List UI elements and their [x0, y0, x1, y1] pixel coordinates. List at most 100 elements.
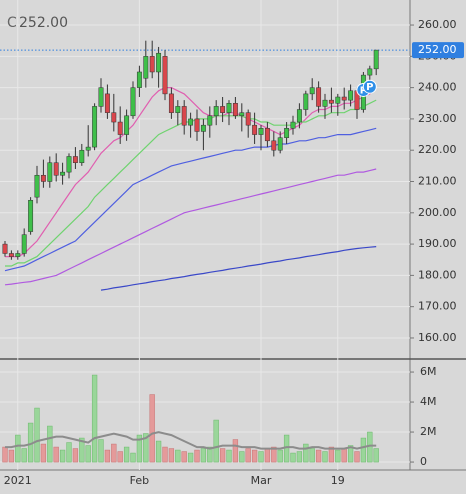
volume-bar — [2, 446, 8, 463]
candle-body — [124, 115, 130, 135]
candle-body — [72, 156, 78, 163]
event-marker — [362, 79, 377, 94]
volume-bar — [277, 449, 283, 463]
volume-bar — [85, 445, 91, 463]
moving-average-line — [4, 127, 377, 272]
candle-body — [2, 243, 8, 254]
y-tick-label: 200.00 — [418, 206, 457, 219]
volume-bar — [328, 446, 335, 463]
candle-body — [309, 87, 315, 95]
volume-bar — [296, 451, 303, 463]
candle-body — [8, 253, 14, 257]
candle-body — [213, 106, 219, 117]
y-tick-label: 230.00 — [418, 112, 457, 125]
candle-body — [28, 200, 34, 232]
volume-bar — [341, 448, 347, 463]
volume-bar — [123, 446, 130, 463]
candle-body — [156, 52, 162, 73]
volume-bar — [283, 434, 290, 463]
volume-bar — [245, 448, 251, 463]
x-tick-label: Feb — [130, 474, 149, 487]
candle-body — [348, 90, 354, 101]
candle-body — [15, 253, 21, 257]
candle-body — [367, 68, 373, 76]
volume-bar — [373, 448, 379, 463]
candle-body — [111, 112, 117, 123]
candle-body — [277, 137, 283, 151]
volume-bar — [34, 407, 40, 463]
candle-body — [239, 112, 245, 117]
candle-body — [258, 128, 264, 135]
volume-bar — [271, 446, 277, 463]
candle-body — [53, 162, 59, 176]
candle-body — [328, 99, 334, 104]
y-tick-label: 190.00 — [418, 237, 457, 250]
volume-bar — [168, 448, 175, 463]
candle-body — [34, 174, 40, 198]
candle-body — [168, 93, 174, 113]
y-tick-label: 220.00 — [418, 143, 457, 156]
candle-body — [220, 106, 226, 113]
candle-body — [188, 118, 194, 126]
volume-bar — [226, 449, 232, 463]
candle-body — [47, 162, 53, 182]
volume-bar — [213, 419, 219, 463]
y-tick-label: 160.00 — [418, 331, 457, 344]
volume-bar — [347, 445, 354, 463]
volume-bar — [143, 433, 149, 463]
volume-bar — [239, 451, 245, 463]
volume-bar — [155, 440, 162, 463]
candle-body — [60, 171, 66, 176]
volume-bar — [181, 451, 187, 463]
volume-bar — [72, 448, 79, 463]
event-marker-label: P — [366, 82, 373, 93]
candle-body — [200, 124, 206, 132]
moving-average-line — [5, 87, 377, 258]
volume-bar — [194, 449, 200, 463]
volume-bar — [367, 431, 373, 463]
candle-body — [316, 87, 322, 107]
y-tick-label: 240.00 — [418, 81, 457, 94]
volume-bar — [200, 448, 207, 463]
volume-bar — [162, 446, 168, 463]
volume-bar — [111, 443, 117, 463]
y-tick-label: 2M — [420, 425, 437, 438]
volume-bar — [258, 451, 264, 463]
candle-body — [284, 128, 290, 138]
volume-bar — [290, 452, 296, 463]
candle-body — [290, 121, 296, 129]
volume-bar — [59, 449, 66, 463]
candle-body — [117, 121, 123, 135]
volume-bar — [207, 446, 213, 463]
candle-body — [245, 112, 251, 126]
volume-bar — [303, 443, 309, 463]
volume-bar — [40, 443, 47, 463]
y-tick-label: 180.00 — [418, 268, 457, 281]
y-tick-label: 6M — [420, 365, 437, 378]
candle-body — [252, 124, 258, 135]
candle-body — [66, 156, 72, 173]
volume-bar — [360, 437, 367, 463]
volume-bar — [21, 448, 27, 463]
last-price-box — [412, 42, 464, 59]
candle-body — [181, 106, 187, 126]
volume-bar — [136, 434, 143, 463]
candle-body — [79, 149, 85, 163]
volume-bar — [53, 446, 59, 463]
candle-body — [232, 103, 238, 117]
candle-body — [296, 109, 302, 123]
candle-body — [130, 87, 136, 117]
candle-body — [162, 56, 168, 95]
candle-body — [21, 234, 27, 254]
header-prefix: C — [7, 15, 17, 31]
candle-body — [373, 49, 379, 70]
volume-bar — [104, 449, 111, 463]
candle-body — [335, 96, 341, 104]
event-marker-label: P — [360, 85, 367, 96]
candle-body — [136, 71, 142, 88]
candle-body — [85, 146, 91, 151]
y-tick-label: 0 — [420, 455, 427, 468]
last-price-label: 252.00 — [418, 43, 457, 56]
